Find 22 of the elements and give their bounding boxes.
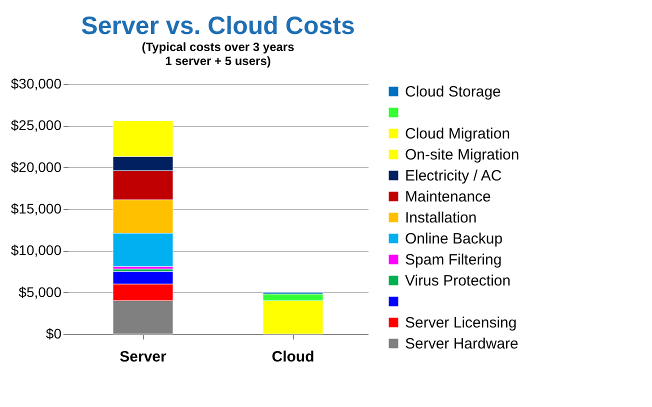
legend-label: Maintenance [405,188,491,206]
x-tick-label: Cloud [272,348,314,366]
y-tick-label: $20,000 [10,158,62,175]
legend-label: Virus Protection [405,272,511,290]
legend-label: Electricity / AC [405,168,502,184]
y-tick-label: $15,000 [10,200,62,216]
legend-label: Spam Filtering [405,252,502,268]
y-tick-label: $10,000 [10,242,62,258]
chart-subtitle: (Typical costs over 3 years 1 server + 5 users) [142,40,295,68]
y-tick-label: $25,000 [10,117,62,134]
legend-label: Server Hardware [405,336,518,352]
legend-label: On-site Migration [405,146,520,164]
y-tick-label: $30,000 [10,76,62,92]
x-tick-label: Server [120,348,167,366]
legend-label: Installation [405,210,477,226]
chart-title: Server vs. Cloud Costs [81,12,355,40]
y-tick-label: $0 [46,326,62,342]
y-tick-label: $5,000 [18,284,62,300]
legend-label: Cloud Migration [405,126,510,142]
legend-label: Server Licensing [405,314,517,332]
legend-label: Online Backup [405,230,503,248]
legend-label: Cloud Storage [405,84,501,100]
